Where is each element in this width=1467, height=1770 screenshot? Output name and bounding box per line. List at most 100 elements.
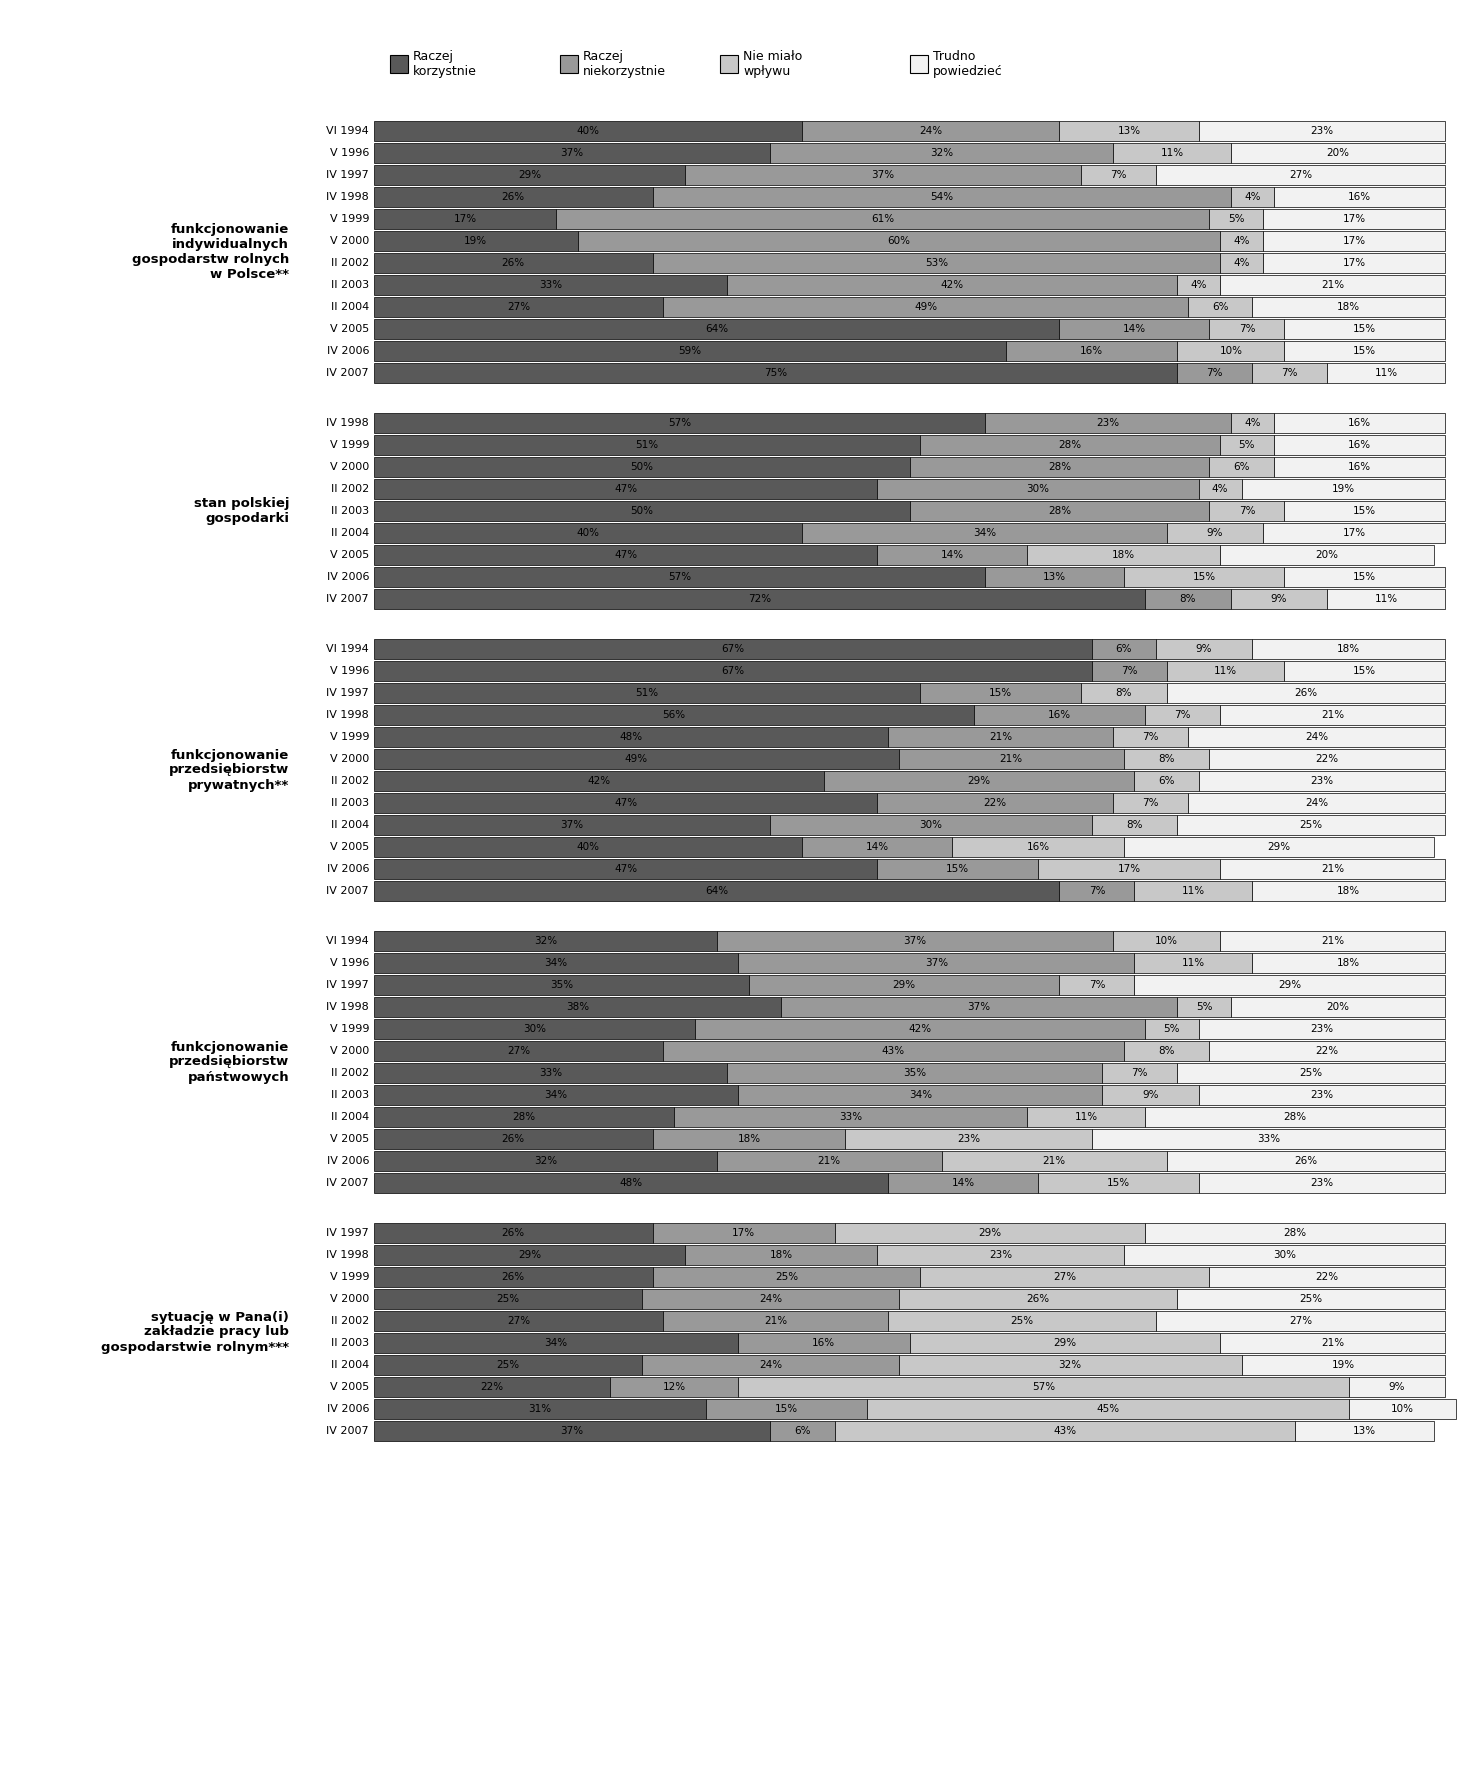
Bar: [374, 1289, 643, 1310]
Text: 22%: 22%: [1316, 1046, 1339, 1057]
Text: 23%: 23%: [1310, 126, 1334, 136]
Bar: [1231, 589, 1328, 609]
Bar: [685, 1244, 877, 1266]
Bar: [374, 253, 653, 273]
Text: 15%: 15%: [1353, 666, 1376, 676]
Bar: [877, 1244, 1124, 1266]
Bar: [1188, 793, 1445, 812]
Bar: [643, 1356, 899, 1375]
Text: 18%: 18%: [1336, 303, 1360, 312]
Text: 21%: 21%: [1043, 1156, 1065, 1166]
Text: 4%: 4%: [1234, 235, 1250, 246]
Text: 5%: 5%: [1238, 441, 1256, 450]
Text: 7%: 7%: [1238, 324, 1256, 335]
Bar: [1146, 1020, 1199, 1039]
Text: 20%: 20%: [1316, 550, 1339, 559]
Text: 5%: 5%: [1196, 1002, 1212, 1012]
Bar: [374, 952, 738, 974]
Bar: [653, 1267, 920, 1287]
Text: 18%: 18%: [770, 1250, 792, 1260]
Bar: [1253, 639, 1445, 658]
Bar: [728, 274, 1177, 296]
Text: 4%: 4%: [1190, 280, 1207, 290]
Bar: [1166, 522, 1263, 543]
Text: 26%: 26%: [502, 258, 525, 267]
Bar: [1081, 165, 1156, 186]
Text: II 2002: II 2002: [332, 1317, 370, 1326]
Bar: [1199, 772, 1445, 791]
Bar: [374, 457, 910, 476]
Bar: [1199, 120, 1445, 142]
Bar: [374, 858, 877, 880]
Bar: [374, 837, 802, 857]
Bar: [1231, 412, 1273, 434]
Bar: [1209, 1267, 1445, 1287]
Bar: [653, 188, 1231, 207]
Text: 15%: 15%: [1353, 506, 1376, 517]
Bar: [952, 837, 1124, 857]
Text: 19%: 19%: [464, 235, 487, 246]
Text: 15%: 15%: [775, 1404, 798, 1414]
Text: 15%: 15%: [1193, 572, 1216, 582]
Bar: [374, 660, 1091, 681]
Text: II 2003: II 2003: [332, 1090, 370, 1099]
Bar: [1124, 749, 1209, 768]
Text: 7%: 7%: [1111, 170, 1127, 181]
Bar: [1348, 1398, 1455, 1420]
Text: 22%: 22%: [1316, 754, 1339, 765]
Bar: [1059, 319, 1209, 340]
Bar: [1221, 858, 1445, 880]
Bar: [1209, 457, 1273, 476]
Bar: [374, 319, 1059, 340]
Text: V 1999: V 1999: [330, 441, 370, 450]
Text: II 2004: II 2004: [332, 1112, 370, 1122]
Bar: [374, 188, 653, 207]
Bar: [1285, 501, 1445, 520]
Text: 51%: 51%: [635, 689, 659, 697]
Text: V 1999: V 1999: [330, 1025, 370, 1034]
Text: 57%: 57%: [1031, 1382, 1055, 1391]
Text: II 2002: II 2002: [332, 483, 370, 494]
Bar: [1263, 209, 1445, 228]
Text: IV 2007: IV 2007: [327, 1427, 370, 1435]
Bar: [1221, 704, 1445, 726]
Text: 7%: 7%: [1175, 710, 1191, 720]
Bar: [1156, 165, 1445, 186]
Text: 7%: 7%: [1143, 798, 1159, 807]
Text: 37%: 37%: [968, 1002, 990, 1012]
Text: IV 1998: IV 1998: [326, 418, 370, 428]
Text: 7%: 7%: [1282, 368, 1298, 379]
Bar: [1113, 793, 1188, 812]
Text: 25%: 25%: [1300, 1067, 1323, 1078]
Text: 29%: 29%: [978, 1228, 1002, 1237]
Bar: [374, 545, 877, 565]
Text: 16%: 16%: [1348, 191, 1370, 202]
Bar: [1221, 274, 1445, 296]
Text: 32%: 32%: [1059, 1359, 1081, 1370]
Text: 24%: 24%: [758, 1294, 782, 1304]
Bar: [728, 1064, 1102, 1083]
Bar: [1102, 1064, 1177, 1083]
Text: 57%: 57%: [667, 418, 691, 428]
Bar: [1188, 727, 1445, 747]
Bar: [1295, 1421, 1435, 1441]
Text: 11%: 11%: [1182, 887, 1204, 896]
Text: 48%: 48%: [619, 733, 643, 742]
Bar: [717, 931, 1113, 950]
Text: 25%: 25%: [1300, 1294, 1323, 1304]
Bar: [748, 975, 1059, 995]
Bar: [1273, 412, 1445, 434]
Bar: [374, 814, 770, 835]
Text: 15%: 15%: [1353, 345, 1376, 356]
Text: 8%: 8%: [1115, 689, 1133, 697]
Text: 34%: 34%: [908, 1090, 932, 1099]
Bar: [374, 639, 1091, 658]
Bar: [1059, 881, 1134, 901]
Bar: [738, 1333, 910, 1352]
Bar: [1146, 704, 1221, 726]
Text: 26%: 26%: [502, 1273, 525, 1281]
Bar: [374, 274, 728, 296]
Bar: [374, 363, 1177, 382]
Text: 48%: 48%: [619, 1179, 643, 1188]
Text: 34%: 34%: [544, 958, 568, 968]
